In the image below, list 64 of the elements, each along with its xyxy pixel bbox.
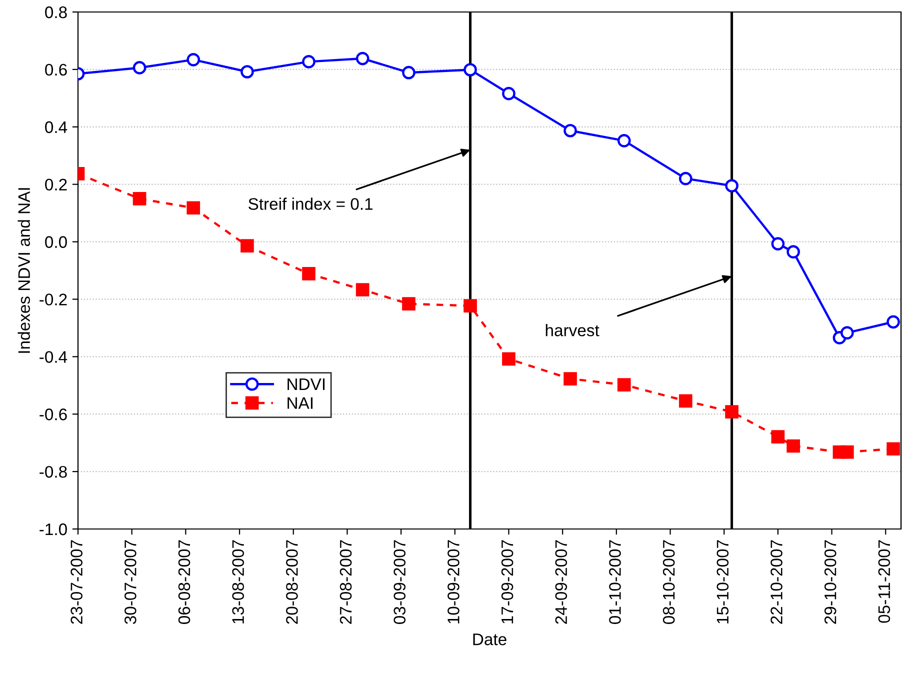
point — [302, 266, 316, 280]
point — [240, 65, 254, 78]
point — [617, 378, 631, 392]
x-tick-label: 08-10-2007 — [662, 540, 675, 624]
point — [725, 405, 738, 418]
point — [402, 66, 416, 80]
point — [240, 239, 254, 252]
x-tick-label: 10-09-2007 — [448, 540, 460, 624]
y-tick-label: 0.8 — [45, 6, 67, 18]
x-tick-label: 29-10-2007 — [824, 540, 836, 624]
y-tick-label: 0.6 — [45, 64, 67, 76]
point — [886, 442, 900, 456]
x-tick-label: 06-08-2007 — [178, 540, 190, 624]
x-tick-label: 24-09-2007 — [555, 540, 568, 624]
legend-label: NAI — [288, 397, 312, 409]
annotation: Streif index = 0.1 — [248, 198, 373, 210]
y-tick-label: 0.2 — [45, 178, 67, 191]
point — [302, 55, 316, 68]
point — [402, 297, 416, 310]
x-tick-label: 13-08-2007 — [232, 540, 244, 624]
x-tick-label: 23-07-2007 — [70, 540, 82, 624]
point — [617, 134, 631, 148]
y-tick-label: -1.0 — [40, 523, 67, 536]
point — [502, 86, 516, 100]
point — [678, 172, 692, 186]
x-tick-label: 05-11-2007 — [878, 540, 890, 623]
point — [840, 326, 854, 340]
x-tick-label: 22-10-2007 — [770, 540, 782, 624]
point — [132, 61, 146, 74]
point — [886, 315, 900, 329]
point — [771, 237, 785, 250]
x-axis-title: Date — [473, 634, 506, 646]
point — [725, 179, 738, 192]
y-tick-label: -0.2 — [40, 294, 67, 306]
x-tick-label: 20-08-2007 — [286, 540, 298, 624]
y-axis-title: Indexes NDVI and NAI — [18, 188, 30, 353]
y-tick-label: -0.4 — [40, 351, 68, 363]
point — [464, 63, 477, 76]
point — [840, 445, 854, 459]
point — [464, 299, 477, 312]
point — [771, 430, 785, 444]
point — [502, 352, 516, 366]
x-tick-label: 30-07-2007 — [124, 540, 136, 624]
y-tick-label: -0.6 — [40, 408, 67, 420]
annotation: harvest — [546, 324, 600, 336]
y-tick-label: 0.4 — [45, 121, 68, 134]
y-tick-label: -0.8 — [40, 466, 67, 478]
point — [356, 52, 370, 66]
legend-label: NDVI — [288, 378, 325, 390]
x-tick-label: 03-09-2007 — [394, 540, 406, 624]
x-tick-label: 17-09-2007 — [501, 540, 514, 624]
point — [186, 53, 200, 66]
x-tick-label: 27-08-2007 — [340, 540, 352, 624]
point — [564, 372, 577, 386]
point — [132, 192, 146, 206]
y-tick-label: 0.0 — [45, 236, 67, 248]
x-tick-label: 15-10-2007 — [716, 540, 729, 624]
point — [564, 124, 577, 138]
point — [786, 245, 800, 258]
point — [678, 394, 692, 408]
point — [786, 439, 800, 453]
x-tick-label: 01-10-2007 — [609, 540, 621, 624]
point — [186, 201, 200, 215]
point — [356, 283, 370, 296]
